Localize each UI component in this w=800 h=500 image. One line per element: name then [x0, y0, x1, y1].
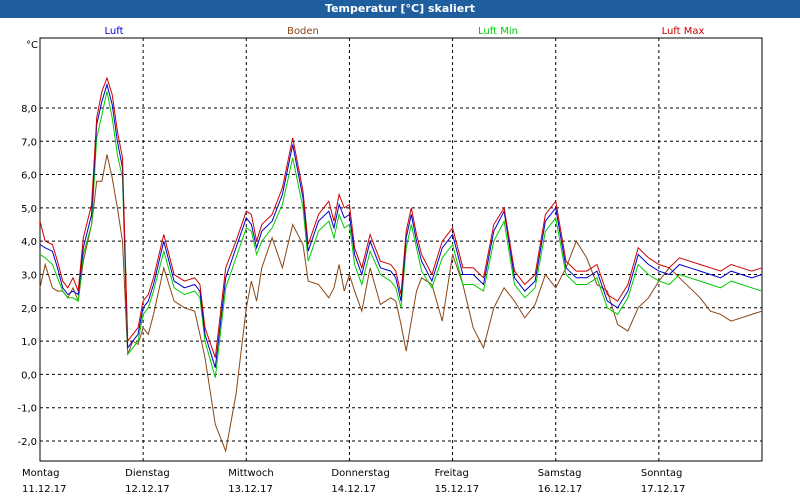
y-tick-label: 2,0 — [21, 304, 37, 315]
y-axis-label: °C — [26, 40, 38, 51]
legend-entry: Luft Min — [478, 26, 518, 37]
y-tick-label: 7,0 — [21, 137, 37, 148]
y-tick-label: 6,0 — [21, 171, 37, 182]
grid — [40, 38, 762, 461]
x-tick-date: 15.12.17 — [435, 484, 480, 495]
plot-frame — [39, 37, 763, 462]
x-tick-day: Mittwoch — [228, 468, 273, 479]
series-line-luft — [39, 82, 763, 368]
x-tick-day: Donnerstag — [331, 468, 389, 479]
x-tick-day: Montag — [22, 468, 59, 479]
y-tick-label: -1,0 — [17, 404, 37, 415]
x-tick-date: 13.12.17 — [228, 484, 273, 495]
series-line-boden — [39, 154, 763, 453]
x-tick-day: Dienstag — [125, 468, 170, 479]
series-line-luft-max — [39, 76, 763, 358]
y-axis-ticks: 8,0 7,0 6,0 5,0 4,0 3,0 2,0 1,0 0,0 -1,0 -2,0 — [17, 104, 37, 448]
legend-entry: Boden — [287, 26, 319, 37]
legend-entry: Luft Max — [662, 26, 705, 37]
x-tick-date: 16.12.17 — [538, 484, 583, 495]
series-lines — [39, 76, 763, 453]
x-tick-day: Sonntag — [641, 468, 683, 479]
legend: Luft Boden Luft Min Luft Max — [105, 26, 705, 37]
series-line-luft-min — [39, 91, 763, 378]
y-tick-label: 4,0 — [21, 237, 37, 248]
chart-title: Temperatur [°C] skaliert — [0, 0, 800, 18]
y-tick-label: 1,0 — [21, 337, 37, 348]
legend-entry: Luft — [105, 26, 124, 37]
y-tick-label: 5,0 — [21, 204, 37, 215]
x-tick-date: 14.12.17 — [331, 484, 376, 495]
y-tick-label: 0,0 — [21, 370, 37, 381]
x-tick-date: 11.12.17 — [22, 484, 67, 495]
x-tick-day: Samstag — [538, 468, 582, 479]
x-tick-date: 12.12.17 — [125, 484, 170, 495]
y-tick-label: -2,0 — [17, 437, 37, 448]
x-tick-day: Freitag — [435, 468, 469, 479]
temperature-chart: Luft Boden Luft Min Luft Max °C 8,0 7,0 6,0 5,… — [17, 26, 763, 495]
x-axis-ticks: Montag 11.12.17 Dienstag 12.12.17 Mittwoch 13… — [22, 468, 685, 495]
y-tick-label: 3,0 — [21, 270, 37, 281]
x-tick-date: 17.12.17 — [641, 484, 686, 495]
y-tick-label: 8,0 — [21, 104, 37, 115]
